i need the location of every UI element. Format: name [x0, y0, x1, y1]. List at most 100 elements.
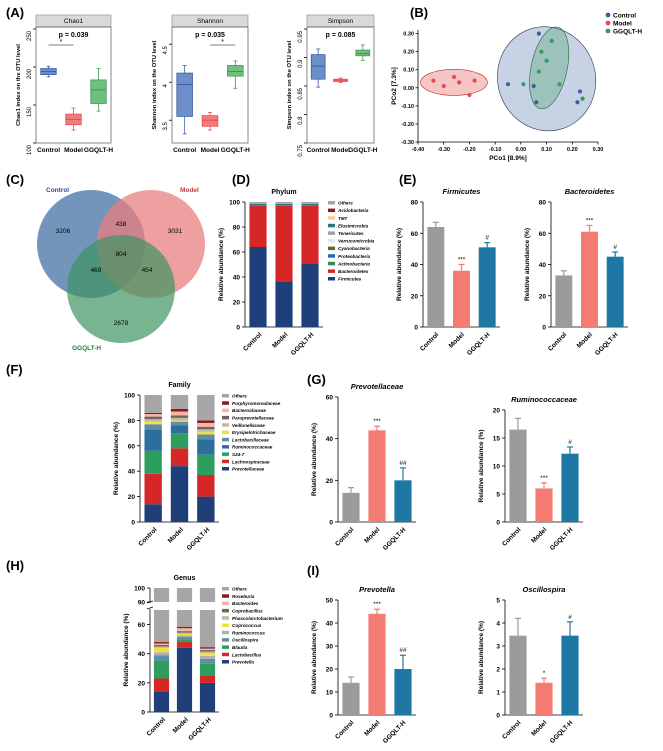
box-body	[176, 72, 193, 117]
legend-label: Ruminococcaceae	[232, 445, 273, 450]
stacked-bar-segment	[197, 422, 215, 427]
x-tick-label: 0.00	[515, 147, 526, 153]
box-body	[201, 115, 219, 127]
category-label: Model	[331, 147, 350, 154]
significance-star: *	[221, 39, 224, 46]
y-tick-label: 0	[414, 325, 418, 332]
legend-swatch	[328, 246, 335, 251]
legend-label: Coprococcus	[232, 623, 262, 628]
legend-swatch	[328, 231, 335, 235]
venn-gggqlt-circle	[67, 235, 175, 343]
stacked-bar-segment	[197, 420, 215, 423]
stacked-bar-segment	[176, 634, 193, 636]
stacked-bar-segment	[199, 655, 216, 659]
venn-count: 3031	[168, 228, 183, 235]
y-tick-label: 30	[326, 644, 334, 651]
stacked-bar-segment	[199, 588, 216, 602]
y-axis-title: Chao1 index on the OTU level	[16, 44, 22, 126]
stacked-bar-segment	[249, 247, 267, 327]
stacked-bar-segment	[301, 205, 319, 264]
y-axis-title: Relative abundance (%)	[311, 423, 318, 496]
stacked-bar-segment	[153, 678, 170, 692]
y-axis-title: Relative abundance (%)	[123, 614, 130, 687]
scatter-point	[534, 100, 539, 105]
venn-set-label: GGQLT-H	[72, 345, 101, 352]
stacked-bar-segment	[144, 421, 162, 425]
stacked-bar-segment	[153, 610, 170, 643]
y-tick-label: 0.30	[403, 32, 414, 38]
legend-label: Prevotella	[232, 660, 254, 665]
y-tick-label: 10	[493, 464, 501, 471]
y-tick-label: 20	[128, 494, 136, 501]
stacked-bar-segment	[144, 412, 162, 415]
stacked-bar-segment	[176, 647, 193, 712]
y-tick-label: 4.5	[163, 46, 169, 55]
stacked-bar-segment	[170, 425, 189, 434]
legend-swatch	[222, 645, 229, 649]
legend-swatch	[222, 467, 229, 471]
stacked-bar-segment	[275, 204, 293, 206]
scatter-point	[539, 49, 544, 54]
stacked-bar-segment	[197, 431, 215, 435]
category-label: GGQLT-H	[348, 147, 377, 154]
bar	[509, 429, 527, 522]
legend-swatch	[328, 277, 335, 281]
significance-mark: ***	[458, 257, 466, 264]
box-body	[227, 65, 244, 77]
stacked-bar-segment	[176, 626, 193, 629]
y-tick-label: 0	[496, 520, 500, 527]
chart-title: Bacteroidetes	[565, 187, 615, 196]
y-tick-label: 40	[539, 262, 547, 269]
y-tick-label: 0.20	[403, 50, 414, 56]
stacked-bar-segment	[275, 203, 293, 205]
legend-swatch	[328, 261, 335, 266]
y-tick-label: 3	[496, 644, 500, 651]
legend-label: Actinobacteria	[337, 261, 370, 266]
venn-set-label: Model	[180, 187, 199, 194]
y-tick-label: 0	[141, 710, 145, 717]
venn-count: 438	[116, 221, 127, 228]
legend-swatch	[222, 587, 229, 591]
legend-swatch	[222, 652, 229, 657]
stacked-bar-segment	[170, 411, 189, 416]
axis-break-mark	[146, 600, 154, 604]
stacked-bar-segment	[199, 663, 216, 676]
y-tick-label: 60	[233, 250, 241, 257]
stacked-bar-segment	[199, 651, 216, 653]
legend-label: Lactobacillus	[232, 652, 262, 657]
stacked-bar-segment	[176, 610, 193, 627]
y-tick-label: 80	[411, 200, 419, 207]
y-tick-label: 80	[539, 200, 547, 207]
legend-swatch	[328, 201, 335, 205]
stacked-bar-segment	[197, 496, 215, 522]
stacked-bar-segment	[301, 263, 319, 327]
legend-swatch	[222, 623, 229, 627]
stacked-bar-segment	[199, 652, 216, 656]
stacked-bar-segment	[153, 642, 170, 644]
category-label: GGQLT-H	[84, 147, 113, 154]
significance-mark: ##	[399, 460, 407, 467]
legend-label: Elusimicrobia	[338, 223, 369, 228]
stacked-bar-segment	[170, 415, 189, 418]
legend-swatch	[222, 394, 229, 398]
y-axis-title: Relative abundance (%)	[478, 430, 485, 503]
y-tick-label: 20	[326, 478, 334, 485]
legend-label: Blautia	[232, 645, 248, 650]
legend-label: GGQLT-H	[613, 29, 642, 36]
y-tick-label: 0.8	[298, 116, 304, 125]
bar	[394, 669, 412, 715]
stacked-bar-segment	[199, 648, 216, 651]
significance-mark: ***	[540, 475, 548, 482]
panel-label: (D)	[232, 172, 250, 187]
bar	[342, 682, 360, 715]
legend-label: Others	[338, 201, 353, 206]
y-tick-label: 0.10	[403, 68, 414, 74]
p-value-label: p = 0.039	[59, 32, 89, 39]
legend-swatch	[328, 239, 335, 243]
scatter-point	[549, 38, 554, 43]
significance-mark: ***	[586, 217, 594, 224]
legend-swatch	[222, 608, 229, 613]
stacked-bar-segment	[144, 424, 162, 430]
y-tick-label: 20	[539, 293, 547, 300]
legend-swatch	[328, 223, 335, 228]
